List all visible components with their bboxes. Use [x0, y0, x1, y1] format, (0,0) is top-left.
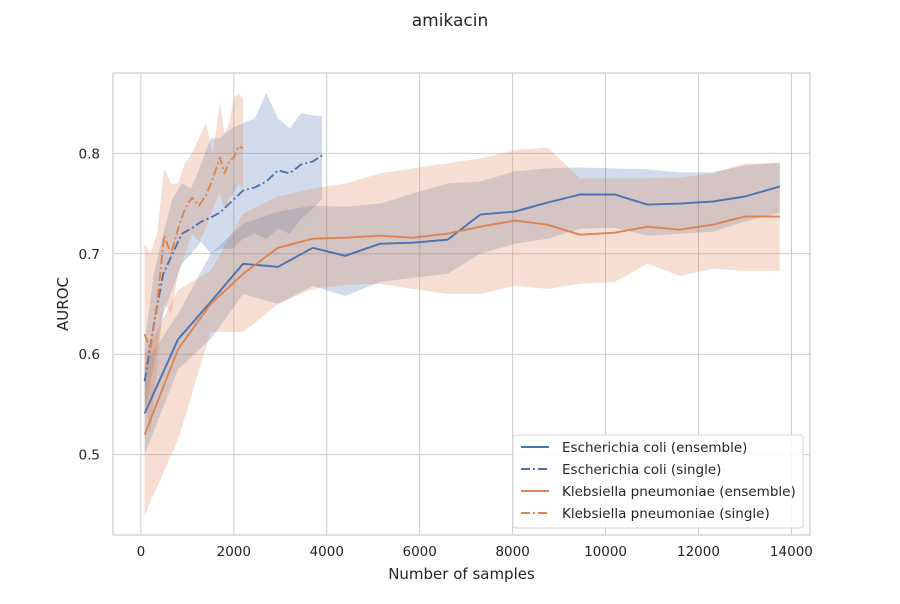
tick-labels: 0 2000 4000 6000 8000 10000 12000 14000 0.5 0.6 0.…	[79, 146, 813, 560]
x-tick-label: 8000	[495, 544, 529, 560]
series-lines	[143, 145, 781, 435]
y-tick-label: 0.6	[79, 347, 100, 363]
confidence-bands	[144, 93, 780, 515]
y-tick-label: 0.5	[79, 448, 100, 464]
x-tick-label: 2000	[217, 544, 251, 560]
series-line-0	[143, 185, 781, 414]
legend-label: Klebsiella pneumoniae (ensemble)	[562, 484, 796, 500]
legend-label: Escherichia coli (ensemble)	[562, 440, 747, 456]
grid	[113, 73, 810, 535]
y-tick-label: 0.7	[79, 247, 100, 263]
x-tick-label: 14000	[770, 544, 813, 560]
series-line-2	[143, 215, 780, 435]
x-axis-label: Number of samples	[388, 565, 535, 583]
x-tick-label: 0	[137, 544, 146, 560]
x-tick-label: 6000	[403, 544, 437, 560]
confidence-band-0	[144, 162, 780, 455]
x-tick-label: 4000	[310, 544, 344, 560]
chart-title: amikacin	[412, 11, 489, 31]
legend-box	[512, 434, 804, 529]
legend-label: Escherichia coli (single)	[562, 462, 721, 478]
confidence-band-1	[144, 93, 323, 415]
confidence-band-2	[144, 147, 780, 515]
y-axis-label: AUROC	[54, 277, 72, 331]
plot-frame	[112, 72, 811, 536]
series-line-3	[143, 145, 244, 351]
legend-label: Klebsiella pneumoniae (single)	[562, 506, 770, 522]
x-tick-label: 12000	[677, 544, 720, 560]
x-tick-label: 10000	[584, 544, 627, 560]
legend: Escherichia coli (ensemble) Escherichia c…	[512, 434, 804, 529]
series-line-1	[143, 154, 323, 382]
confidence-band-3	[144, 93, 244, 435]
y-tick-label: 0.8	[79, 146, 100, 162]
